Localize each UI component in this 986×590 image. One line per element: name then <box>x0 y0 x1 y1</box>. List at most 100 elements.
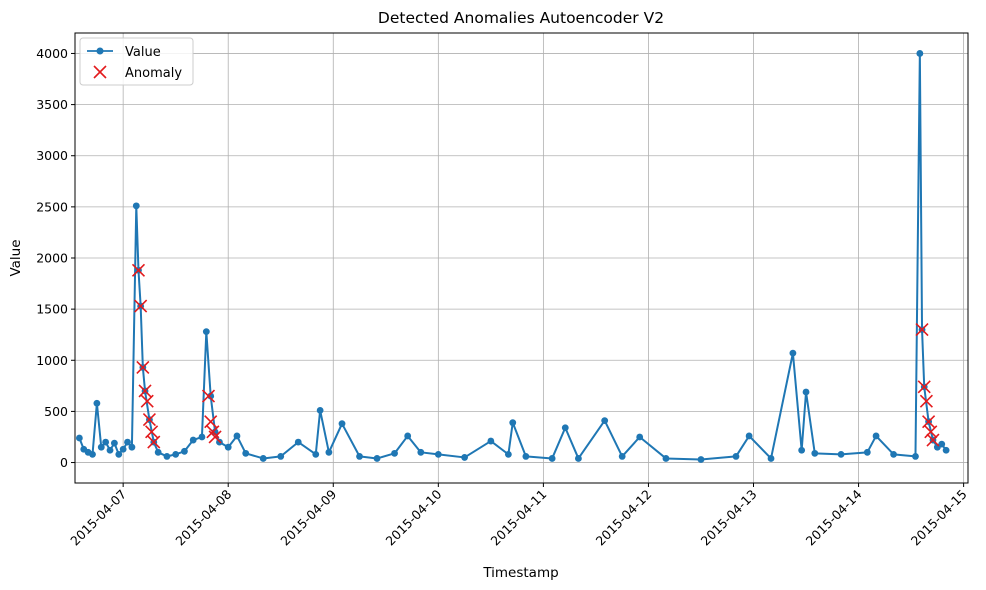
anomaly-marker <box>208 430 222 444</box>
value-point <box>811 449 819 457</box>
x-tick-label: 2015-04-10 <box>382 486 444 548</box>
value-point <box>789 349 797 357</box>
y-tick-label: 4000 <box>36 46 68 61</box>
anomaly-marker <box>201 389 216 403</box>
anomaly-marker-stroke <box>138 384 152 398</box>
value-point <box>618 453 626 460</box>
value-point <box>338 420 346 428</box>
value-point <box>404 432 412 440</box>
legend-box <box>79 37 194 86</box>
anomaly-marker <box>147 435 161 449</box>
value-point <box>434 450 442 458</box>
value-point <box>102 438 110 446</box>
x-tick-label: 2015-04-09 <box>277 486 339 548</box>
x-tick-label: 2015-04-11 <box>488 487 550 549</box>
anomaly-layer <box>131 263 940 449</box>
value-point <box>242 449 250 457</box>
value-point <box>211 428 219 436</box>
y-axis: 0 500 1000 1500 2000 2500 3000 3500 4000 <box>36 46 75 470</box>
value-point <box>119 445 127 453</box>
value-point <box>163 453 171 460</box>
anomaly-marker <box>140 394 154 408</box>
value-point <box>391 449 398 457</box>
anomaly-marker-stroke <box>926 433 940 447</box>
value-point <box>798 446 806 454</box>
value-point <box>124 438 131 446</box>
legend-value-label: Value <box>125 45 161 60</box>
value-point <box>93 399 101 407</box>
x-tick-label: 2015-04-15 <box>908 487 970 549</box>
value-point <box>938 440 946 448</box>
value-point <box>504 450 512 458</box>
anomaly-marker <box>142 413 156 427</box>
value-point <box>198 433 206 441</box>
anomaly-marker-stroke <box>140 394 154 408</box>
anomaly-marker <box>926 433 940 447</box>
anomaly-marker-stroke <box>922 415 936 429</box>
value-point <box>863 448 871 456</box>
value-point <box>128 443 136 451</box>
value-point <box>312 450 320 458</box>
y-axis-label: Value <box>8 239 24 276</box>
y-tick-label: 0 <box>60 455 68 470</box>
anomaly-marker <box>922 415 936 429</box>
value-point <box>189 436 197 444</box>
value-point <box>115 450 123 458</box>
anomaly-marker-stroke <box>917 380 931 394</box>
anomaly-marker-stroke <box>206 425 220 439</box>
y-tick-label: 1000 <box>36 353 68 368</box>
y-tick-label: 1500 <box>36 302 68 317</box>
value-point <box>259 455 267 462</box>
anomaly-marker-stroke <box>142 413 156 427</box>
anomaly-marker-stroke <box>915 323 929 337</box>
value-point <box>732 453 740 460</box>
value-point <box>233 432 241 440</box>
value-point <box>373 455 381 462</box>
value-point <box>207 392 215 400</box>
value-point <box>916 50 924 57</box>
anomaly-marker <box>919 394 933 408</box>
anomaly-marker-stroke <box>147 435 161 449</box>
value-point <box>202 328 210 336</box>
anomaly-marker <box>204 415 218 429</box>
value-point <box>561 424 569 432</box>
anomaly-marker-stroke <box>201 389 216 403</box>
legend: Value Anomaly <box>79 37 194 86</box>
legend-anomaly-label: Anomaly <box>125 66 182 81</box>
value-point <box>767 455 775 462</box>
y-tick-label: 2500 <box>36 199 68 214</box>
chart-title: Detected Anomalies Autoencoder V2 <box>378 9 664 27</box>
x-tick-label: 2015-04-14 <box>803 486 865 548</box>
y-tick-label: 2000 <box>36 251 68 266</box>
value-point <box>912 453 919 460</box>
anomaly-marker-stroke <box>131 263 146 277</box>
value-point <box>132 202 140 210</box>
value-point <box>837 450 845 458</box>
anomaly-marker-stroke <box>204 415 218 429</box>
x-tick-label: 2015-04-13 <box>698 487 760 549</box>
value-point <box>172 450 180 458</box>
value-point <box>110 439 118 447</box>
value-point <box>181 447 188 455</box>
value-point <box>522 453 530 460</box>
value-point <box>316 406 324 414</box>
value-point <box>75 434 83 442</box>
value-point <box>745 432 753 440</box>
value-point <box>601 417 609 425</box>
value-point <box>97 443 105 451</box>
anomaly-marker <box>924 425 938 439</box>
value-point <box>89 450 96 458</box>
value-point <box>154 448 162 456</box>
value-point <box>356 453 363 460</box>
value-point <box>575 455 582 462</box>
value-point <box>461 454 468 461</box>
value-point <box>890 450 897 458</box>
value-point <box>277 453 285 460</box>
value-point <box>548 455 556 462</box>
anomaly-marker <box>138 384 152 398</box>
value-point <box>662 455 670 462</box>
anomaly-marker <box>136 360 150 374</box>
value-point <box>224 443 232 451</box>
x-axis-label: Timestamp <box>482 565 558 581</box>
